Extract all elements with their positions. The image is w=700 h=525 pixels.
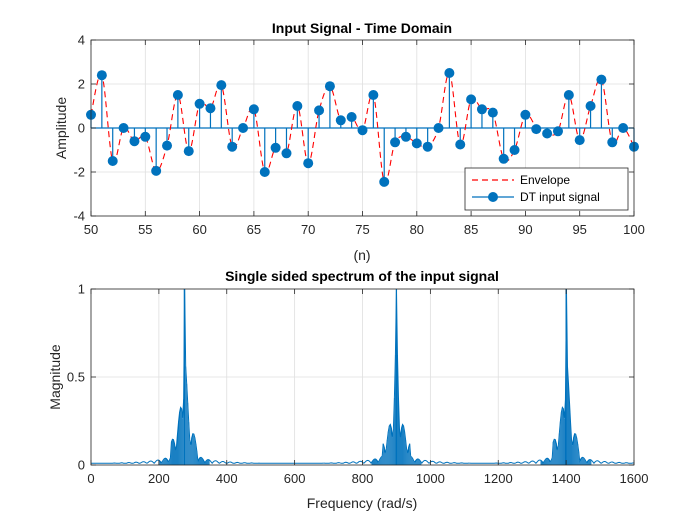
stem-marker	[129, 136, 140, 147]
x-tick-label: 50	[84, 222, 98, 237]
time-domain-axes: 50 55 60 65 70 75 80 85 90 95 100 -4 -2 0 2 4 Input Si…	[53, 20, 645, 263]
legend: Envelope DT input signal	[464, 167, 629, 211]
stem-marker	[248, 104, 259, 115]
stem-marker	[324, 81, 335, 92]
stem-marker	[183, 146, 194, 157]
stem-marker	[205, 103, 216, 114]
x-tick-labels: 50 55 60 65 70 75 80 85 90 95 100	[84, 222, 645, 237]
stem-marker	[368, 90, 379, 100]
x-tick-label: 800	[352, 471, 374, 486]
chart-title: Input Signal - Time Domain	[272, 20, 452, 36]
stem-marker	[487, 107, 498, 118]
stem-marker	[509, 145, 520, 155]
stem-marker	[596, 74, 607, 85]
stem-marker	[259, 167, 270, 177]
y-tick-labels: 00.51	[67, 282, 85, 473]
stem-marker	[281, 148, 292, 159]
y-tick-label: 0	[78, 121, 85, 136]
stem-marker	[520, 109, 531, 120]
stem-marker	[607, 137, 618, 148]
y-tick-label: 0	[78, 458, 85, 473]
stem-marker	[498, 153, 509, 164]
stem-marker	[346, 112, 357, 122]
stem-marker	[162, 140, 173, 151]
y-axis-label: Amplitude	[53, 97, 69, 159]
stem-marker	[563, 90, 574, 100]
stem-marker	[618, 123, 629, 133]
x-tick-label: 200	[148, 471, 170, 486]
y-axis-label: Magnitude	[47, 344, 63, 410]
x-tick-label: 70	[301, 222, 315, 237]
x-axis-label: Frequency (rad/s)	[307, 495, 417, 511]
x-tick-label: 1000	[416, 471, 445, 486]
x-tick-label: 85	[464, 222, 478, 237]
stem-marker	[585, 101, 596, 111]
stem-marker	[151, 165, 162, 176]
legend-stem-swatch-marker	[488, 192, 498, 202]
x-tick-label: 1600	[620, 471, 649, 486]
stem-marker	[216, 80, 227, 91]
y-tick-label: 0.5	[67, 370, 85, 385]
x-tick-label: 80	[410, 222, 424, 237]
x-tick-label: 1200	[484, 471, 513, 486]
x-tick-label: 100	[623, 222, 645, 237]
stem-marker	[455, 139, 466, 150]
x-tick-label: 95	[572, 222, 586, 237]
y-tick-label: -4	[73, 209, 85, 224]
y-tick-label: 4	[78, 33, 85, 48]
legend-stem-label: DT input signal	[520, 190, 600, 204]
stem-marker	[314, 105, 325, 116]
stem-series	[86, 68, 639, 187]
stem-marker	[542, 128, 553, 139]
stem-marker	[270, 142, 281, 153]
stem-marker	[292, 101, 303, 111]
stem-marker	[444, 68, 455, 78]
tick-marks	[90, 39, 635, 217]
x-tick-labels: 0 200 400 600 800 1000 1200 1400 1600	[87, 471, 648, 486]
stem-marker	[411, 138, 422, 149]
x-tick-label: 0	[87, 471, 94, 486]
stem-marker	[390, 137, 401, 148]
stem-marker	[574, 135, 585, 146]
stem-marker	[194, 98, 205, 109]
chart-title: Single sided spectrum of the input signa…	[225, 268, 499, 284]
stem-marker	[422, 141, 433, 152]
x-tick-label: 75	[355, 222, 369, 237]
tick-marks	[90, 288, 635, 466]
legend-envelope-label: Envelope	[520, 173, 570, 187]
stem-marker	[140, 131, 151, 142]
stem-marker	[335, 115, 346, 126]
stem-marker	[531, 124, 542, 135]
stem-marker	[466, 94, 477, 105]
y-tick-label: 1	[78, 282, 85, 297]
y-tick-label: -2	[73, 165, 85, 180]
stem-marker	[227, 141, 238, 152]
stem-marker	[400, 131, 411, 142]
x-tick-label: 90	[518, 222, 532, 237]
legend-box	[464, 167, 629, 211]
y-tick-label: 2	[78, 77, 85, 92]
stem-marker	[379, 176, 390, 187]
stem-marker	[552, 126, 563, 137]
stem-marker	[357, 125, 368, 136]
x-tick-label: 65	[247, 222, 261, 237]
spectrum-axes: 0 200 400 600 800 1000 1200 1400 1600 00.51 Sing…	[47, 268, 648, 511]
x-tick-label: 600	[284, 471, 306, 486]
stem-marker	[476, 104, 487, 115]
stem-marker	[107, 156, 118, 166]
x-tick-label: 60	[192, 222, 206, 237]
stem-marker	[96, 70, 107, 81]
stem-marker	[303, 158, 314, 169]
x-tick-label: 55	[138, 222, 152, 237]
x-tick-label: 1400	[552, 471, 581, 486]
x-axis-label: (n)	[353, 247, 370, 263]
stem-marker	[238, 123, 249, 133]
y-tick-labels: -4 -2 0 2 4	[73, 33, 85, 224]
stem-marker	[118, 123, 129, 133]
x-tick-label: 400	[216, 471, 238, 486]
stem-marker	[433, 123, 444, 133]
stem-marker	[172, 90, 183, 100]
